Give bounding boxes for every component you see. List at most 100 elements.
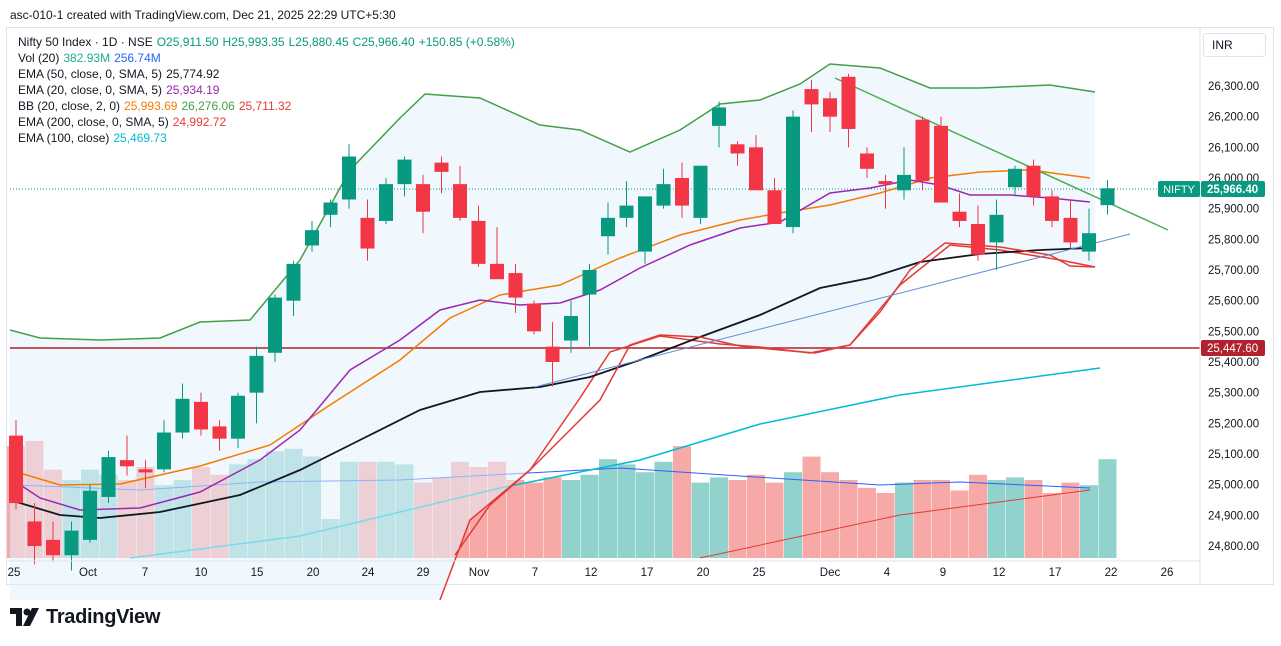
support-trendline	[534, 233, 1131, 388]
candle-body	[46, 539, 60, 556]
candle-body	[397, 159, 412, 185]
volume-bar	[765, 482, 784, 558]
y-tick-label: 24,900.00	[1208, 510, 1259, 522]
legend-row[interactable]: BB (20, close, 2, 0) 25,993.69 26,276.06 25…	[18, 98, 519, 114]
x-tick-label: 17	[1049, 567, 1062, 579]
candle-body	[897, 174, 911, 191]
currency-label: INR	[1212, 38, 1233, 52]
candle-body	[286, 263, 301, 301]
x-tick-label: 7	[532, 567, 538, 579]
x-tick-label: 20	[307, 567, 320, 579]
hline-price-tag: 25,447.60	[1207, 343, 1258, 355]
candle-body	[453, 184, 467, 218]
candle-body	[379, 184, 393, 221]
y-tick-label: 25,200.00	[1208, 418, 1259, 430]
legend-row[interactable]: EMA (200, close, 0, SMA, 5) 24,992.72	[18, 114, 519, 130]
legend-value: 25,774.92	[166, 67, 220, 81]
y-tick-label: 26,200.00	[1208, 112, 1259, 124]
candle-body	[823, 98, 837, 117]
legend-value: 382.93M	[63, 51, 111, 65]
candle-body	[1100, 188, 1115, 206]
volume-bar	[858, 487, 876, 558]
volume-bar	[562, 480, 580, 558]
bb-upper-line	[9, 63, 1096, 341]
volume-red-line	[699, 489, 1091, 559]
nifty-tag-bg	[1158, 181, 1200, 197]
candle-body	[342, 156, 356, 200]
legend-row[interactable]: EMA (50, close, 0, SMA, 5) 25,774.92	[18, 66, 519, 82]
volume-bar	[506, 480, 525, 558]
candle-body	[27, 521, 42, 546]
tradingview-logo-icon	[10, 608, 39, 626]
legend-row[interactable]: EMA (20, close, 0, SMA, 5) 25,934.19	[18, 82, 519, 98]
volume-bar	[1080, 485, 1098, 558]
y-tick-label: 25,300.00	[1208, 388, 1259, 400]
y-tick-label: 24,800.00	[1208, 541, 1259, 553]
legend-value: 24,992.72	[172, 115, 227, 129]
volume-bar	[691, 482, 710, 558]
candle-body	[138, 469, 153, 473]
candle-body	[157, 432, 171, 470]
y-tick-label: 25,400.00	[1208, 357, 1259, 369]
candle-body	[1026, 165, 1041, 197]
indicator-legend: Nifty 50 Index · 1D · NSE O25,911.50 H25,9…	[18, 34, 519, 146]
candle-body	[212, 426, 227, 439]
volume-bar	[525, 482, 543, 558]
candle-body	[860, 153, 874, 169]
y-tick-label: 25,000.00	[1208, 480, 1259, 492]
candle-body	[601, 217, 615, 237]
legend-value: H25,993.35	[222, 35, 285, 49]
y-tick-label: 26,100.00	[1208, 142, 1259, 154]
volume-bar	[987, 480, 1006, 558]
legend-row[interactable]: Vol (20) 382.93M 256.74M	[18, 50, 519, 66]
volume-bar	[913, 480, 932, 558]
nifty-tag-label: NIFTY	[1163, 184, 1195, 196]
candle-body	[471, 220, 486, 264]
volume-bar	[784, 472, 802, 558]
x-tick-label: 12	[993, 567, 1006, 579]
candle-body	[952, 211, 967, 221]
legend-row[interactable]: Nifty 50 Index · 1D · NSE O25,911.50 H25,9…	[18, 34, 519, 50]
candle-body	[416, 184, 430, 212]
volume-bar	[710, 477, 728, 558]
brand-name: TradingView	[46, 605, 161, 628]
candle-body	[527, 303, 541, 332]
x-tick-label: 4	[884, 567, 891, 579]
legend-label: EMA (20, close, 0, SMA, 5)	[18, 83, 163, 97]
tradingview-logo: TradingView	[10, 604, 160, 630]
candle-body	[194, 401, 208, 430]
x-tick-label: 15	[251, 567, 264, 579]
last-price-tag: 25,966.40	[1207, 184, 1258, 196]
legend-value: C25,966.40	[352, 35, 415, 49]
x-tick-label: Dec	[820, 567, 841, 579]
legend-label: EMA (100, close)	[18, 131, 110, 145]
legend-value: 25,934.19	[166, 83, 220, 97]
legend-value: O25,911.50	[156, 35, 219, 49]
volume-bar	[950, 490, 969, 558]
legend-row[interactable]: EMA (100, close) 25,469.73	[18, 130, 519, 146]
x-tick-label: Oct	[79, 567, 98, 579]
legend-value: L25,880.45	[288, 35, 349, 49]
volume-bar	[821, 472, 839, 558]
legend-label: BB (20, close, 2, 0)	[18, 99, 121, 113]
legend-value: 25,711.32	[238, 99, 292, 113]
currency-button[interactable]: INR	[1203, 33, 1266, 57]
candle-body	[804, 89, 819, 105]
candle-body	[878, 181, 893, 185]
x-tick-label: 20	[697, 567, 710, 579]
x-tick-label: 25	[753, 567, 766, 579]
y-tick-label: 25,500.00	[1208, 326, 1259, 338]
candle-body	[268, 297, 282, 353]
legend-value: 256.74M	[114, 51, 161, 65]
candle-body	[712, 107, 726, 126]
chart-header-caption: asc-010-1 created with TradingView.com, …	[10, 8, 396, 22]
candle-body	[915, 119, 930, 182]
candle-body	[120, 460, 134, 467]
volume-bar	[1006, 477, 1024, 558]
x-tick-label: 29	[417, 567, 430, 579]
candle-body	[582, 270, 597, 295]
candle-body	[934, 125, 948, 203]
x-tick-label: Nov	[469, 567, 490, 579]
legend-label: EMA (50, close, 0, SMA, 5)	[18, 67, 163, 81]
